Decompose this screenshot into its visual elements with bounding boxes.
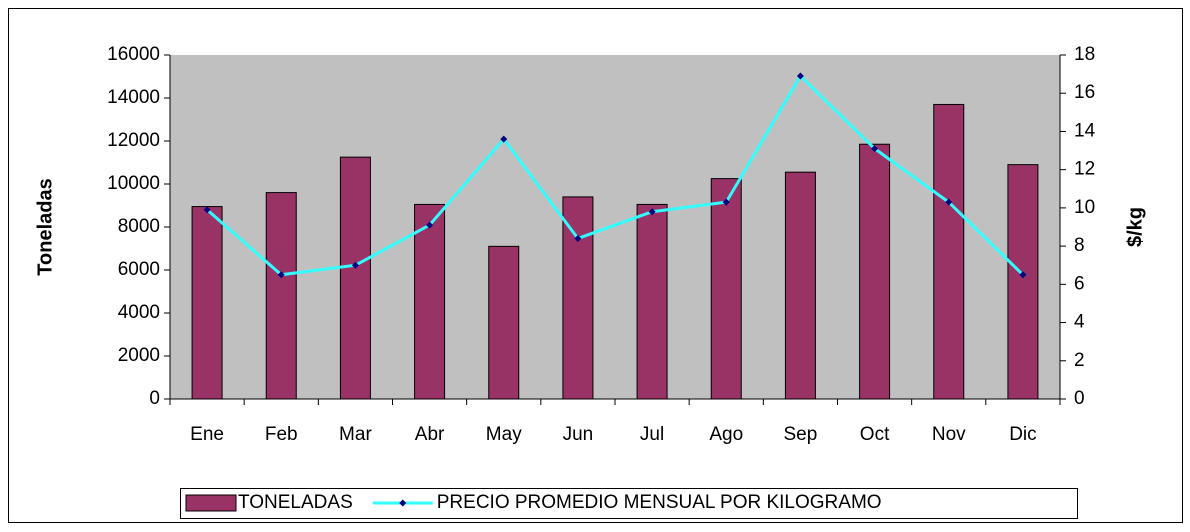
x-tick-label: Abr xyxy=(415,424,445,445)
y-tick-label: 2000 xyxy=(118,345,160,366)
marker xyxy=(574,234,582,242)
marker xyxy=(426,221,434,229)
marker xyxy=(945,198,953,206)
y-axis-title: Toneladas xyxy=(34,178,56,275)
bar xyxy=(710,178,742,400)
bar xyxy=(191,206,223,400)
x-tick-label: Dic xyxy=(1009,424,1036,445)
legend xyxy=(180,488,1078,519)
x-tick-label: Jun xyxy=(563,424,594,445)
legend-marker xyxy=(399,499,407,507)
y-tick-label: 10000 xyxy=(107,173,160,194)
marker xyxy=(203,206,211,214)
y-tick-label: 6000 xyxy=(118,259,160,280)
y2-tick-label: 8 xyxy=(1074,235,1085,256)
marker xyxy=(351,261,359,269)
marker xyxy=(871,145,879,153)
x-tick-label: Jul xyxy=(640,424,664,445)
bar xyxy=(339,156,371,400)
legend-swatch xyxy=(185,494,237,512)
y-tick-label: 8000 xyxy=(118,216,160,237)
y2-tick-label: 16 xyxy=(1074,82,1095,103)
line xyxy=(206,73,1024,277)
y2-axis-title: $/kg xyxy=(1124,207,1146,247)
x-tick-label: Feb xyxy=(265,424,298,445)
bar xyxy=(488,245,520,400)
y2-tick-label: 18 xyxy=(1074,44,1095,65)
x-tick-label: Oct xyxy=(860,424,890,445)
marker xyxy=(277,271,285,279)
bar xyxy=(265,192,297,400)
marker xyxy=(722,198,730,206)
legend-label: TONELADAS xyxy=(238,492,353,513)
y-tick-label: 4000 xyxy=(118,302,160,323)
x-tick-label: Sep xyxy=(784,424,818,445)
marker xyxy=(500,135,508,143)
y-tick-label: 16000 xyxy=(107,44,160,65)
marker xyxy=(1019,271,1027,279)
legend-label: PRECIO PROMEDIO MENSUAL POR KILOGRAMO xyxy=(437,492,882,513)
bar xyxy=(562,196,594,400)
marker xyxy=(648,208,656,216)
bar xyxy=(414,203,446,400)
y-tick-label: 14000 xyxy=(107,87,160,108)
marker xyxy=(796,72,804,80)
y-tick-label: 0 xyxy=(149,388,160,409)
y2-tick-label: 12 xyxy=(1074,159,1095,180)
bar xyxy=(859,143,891,400)
y2-tick-label: 0 xyxy=(1074,388,1085,409)
bar xyxy=(636,203,668,400)
x-tick-label: Ago xyxy=(709,424,743,445)
y-tick-label: 12000 xyxy=(107,130,160,151)
x-tick-label: May xyxy=(486,424,522,445)
y2-tick-label: 14 xyxy=(1074,120,1096,141)
bar xyxy=(784,171,816,400)
plot-area xyxy=(170,55,1060,399)
x-tick-label: Mar xyxy=(339,424,372,445)
x-tick-label: Nov xyxy=(932,424,966,445)
x-tick-label: Ene xyxy=(190,424,224,445)
y2-tick-label: 4 xyxy=(1074,312,1085,333)
bar xyxy=(1007,164,1039,400)
y2-tick-label: 6 xyxy=(1074,273,1085,294)
y2-tick-label: 10 xyxy=(1074,197,1095,218)
bar xyxy=(933,103,965,400)
y2-tick-label: 2 xyxy=(1074,350,1085,371)
